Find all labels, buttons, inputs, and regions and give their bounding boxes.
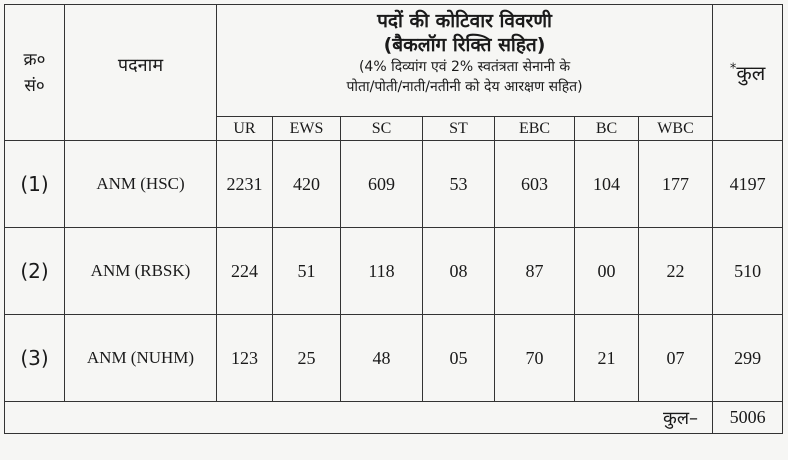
category-header-ews: EWS	[272, 116, 341, 141]
total-header: *कुल	[712, 4, 784, 141]
cell-ews: 25	[272, 314, 341, 402]
table-row: (2) ANM (RBSK) 224 51 118 08 87 00 22 51…	[4, 227, 784, 315]
cell-ebc: 87	[494, 227, 575, 315]
post-header: पदनाम	[64, 4, 217, 141]
category-breakdown-header: पदों की कोटिवार विवरणी (बैकलॉग रिक्ति सह…	[215, 4, 714, 117]
breakdown-note-line2: पोता/पोती/नाती/नतीनी को देय आरक्षण सहित)	[346, 79, 583, 95]
row-post-name: ANM (RBSK)	[64, 227, 217, 315]
cell-bc: 21	[574, 314, 639, 402]
cell-ur: 2231	[216, 140, 273, 228]
cell-ur: 224	[216, 227, 273, 315]
serial-header-line2: सं०	[24, 75, 45, 96]
breakdown-title: पदों की कोटिवार विवरणी	[377, 10, 552, 32]
cell-bc: 104	[574, 140, 639, 228]
serial-header: क्र० सं०	[4, 4, 65, 141]
cell-ews: 51	[272, 227, 341, 315]
category-header-st: ST	[422, 116, 495, 141]
row-serial: (2)	[4, 227, 65, 315]
breakdown-subtitle: (बैकलॉग रिक्ति सहित)	[383, 34, 546, 56]
cell-bc: 00	[574, 227, 639, 315]
cell-sc: 118	[340, 227, 423, 315]
cell-ur: 123	[216, 314, 273, 402]
cell-ews: 420	[272, 140, 341, 228]
cell-wbc: 22	[637, 227, 714, 315]
cell-sc: 609	[340, 140, 423, 228]
row-post-name: ANM (HSC)	[64, 140, 217, 228]
category-header-ebc: EBC	[494, 116, 575, 141]
table-row: (1) ANM (HSC) 2231 420 609 53 603 104 17…	[4, 140, 784, 228]
table-row: (3) ANM (NUHM) 123 25 48 05 70 21 07 299	[4, 314, 784, 402]
category-header-bc: BC	[574, 116, 639, 141]
breakdown-note-line1: (4% दिव्यांग एवं 2% स्वतंत्रता सेनानी के	[358, 59, 571, 75]
category-header-sc: SC	[340, 116, 423, 141]
table-header-row: क्र० सं० पदनाम पदों की कोटिवार विवरणी (ब…	[4, 4, 784, 141]
category-header-row: UR EWS SC ST EBC BC WBC	[5, 116, 783, 141]
cell-st: 08	[422, 227, 495, 315]
vacancy-table: क्र० सं० पदनाम पदों की कोटिवार विवरणी (ब…	[3, 4, 784, 434]
grand-total-row: कुल– 5006	[3, 401, 784, 434]
row-serial: (3)	[4, 314, 65, 402]
grand-total-label: कुल–	[3, 401, 714, 434]
grand-total-value: 5006	[712, 401, 784, 434]
row-serial: (1)	[4, 140, 65, 228]
cell-wbc: 177	[637, 140, 714, 228]
category-header-ur: UR	[216, 116, 273, 141]
total-header-star: *	[729, 61, 737, 77]
serial-header-line1: क्र०	[23, 49, 46, 70]
cell-wbc: 07	[637, 314, 714, 402]
category-header-wbc: WBC	[637, 116, 714, 141]
cell-sc: 48	[340, 314, 423, 402]
cell-st: 53	[422, 140, 495, 228]
cell-ebc: 603	[494, 140, 575, 228]
total-header-label: कुल	[736, 61, 766, 85]
row-total: 4197	[712, 140, 784, 228]
row-total: 299	[712, 314, 784, 402]
row-total: 510	[712, 227, 784, 315]
cell-ebc: 70	[494, 314, 575, 402]
row-post-name: ANM (NUHM)	[64, 314, 217, 402]
cell-st: 05	[422, 314, 495, 402]
